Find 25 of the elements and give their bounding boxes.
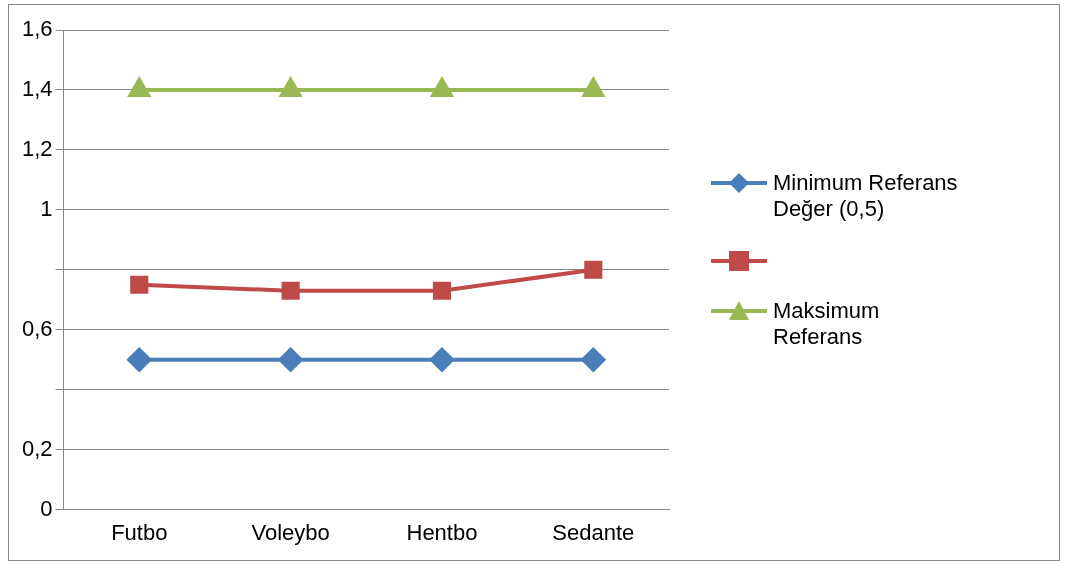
point	[128, 77, 150, 97]
point	[582, 77, 604, 97]
y-tick-label: 0	[40, 495, 53, 521]
point	[279, 77, 302, 97]
y-tick-label: 1,2	[21, 135, 53, 161]
point	[429, 347, 454, 372]
y-tick-label: 0,2	[21, 435, 53, 461]
legend-label: Maksimum Referans	[773, 298, 881, 350]
y-tick-label: 1,6	[21, 16, 53, 42]
y-tick-label: 1	[40, 195, 53, 221]
x-tick-label: Voleybo	[251, 519, 330, 545]
point	[281, 281, 300, 300]
legend-label: Minimum Referans Değer (0,5)	[773, 170, 959, 222]
point	[130, 275, 149, 294]
y-tick-label: 1,4	[21, 76, 53, 102]
point	[432, 281, 452, 300]
x-tick-label: Futbo	[111, 519, 168, 545]
point	[278, 347, 303, 372]
x-tick-label: Sedante	[552, 519, 635, 545]
x-tick-label: Hentbo	[406, 519, 478, 545]
y-tick-label: 0,6	[21, 315, 53, 341]
point	[127, 347, 152, 372]
point	[584, 260, 603, 279]
point	[581, 347, 606, 372]
point	[431, 77, 453, 97]
